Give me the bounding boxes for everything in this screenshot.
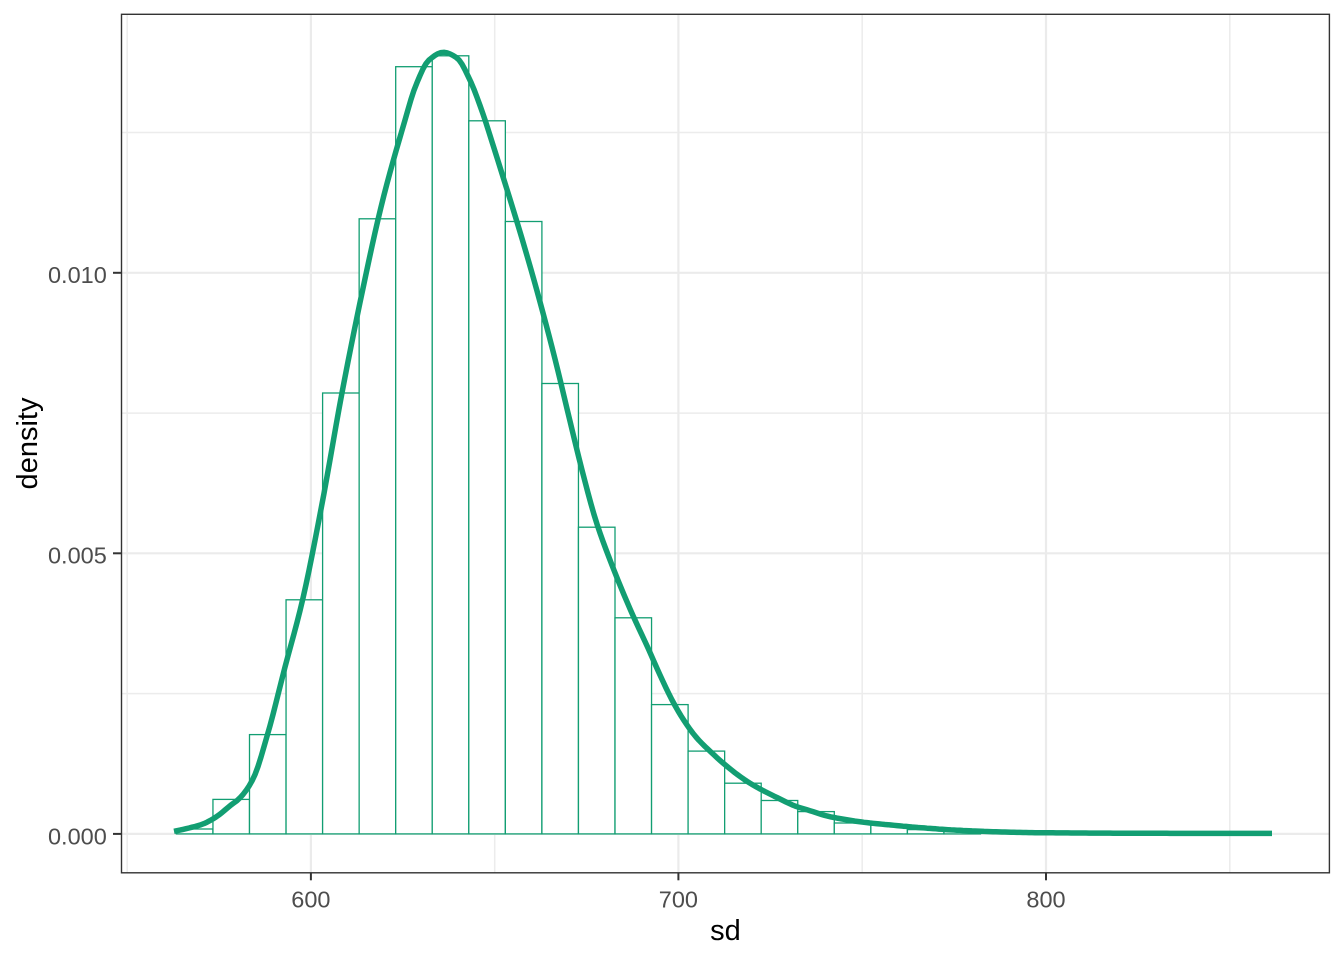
svg-text:0.005: 0.005 [48,543,107,569]
svg-text:sd: sd [710,915,741,947]
svg-text:800: 800 [1026,886,1065,912]
svg-text:700: 700 [659,886,698,912]
svg-text:density: density [12,397,44,489]
svg-text:0.000: 0.000 [48,823,107,849]
svg-text:600: 600 [291,886,330,912]
svg-text:0.010: 0.010 [48,262,107,288]
